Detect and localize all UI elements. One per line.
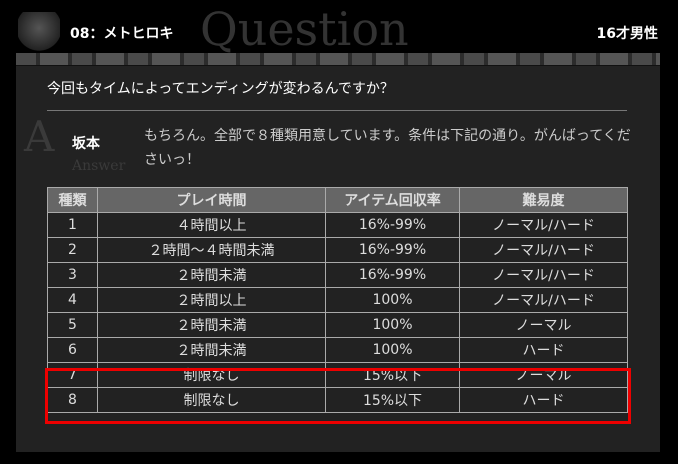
table-cell: 2 (47, 237, 98, 263)
table-cell: 100% (325, 287, 460, 313)
table-cell: ２時間～４時間未満 (97, 237, 326, 263)
table-header-row: 種類 プレイ時間 アイテム回収率 難易度 (47, 187, 628, 213)
header-cell: 種類 (47, 187, 98, 213)
table-cell: ノーマル/ハード (459, 212, 628, 238)
table-cell: ４時間以上 (97, 212, 326, 238)
table-cell: 15%以下 (325, 387, 460, 413)
asker-age: 16才男性 (596, 26, 658, 42)
table-cell: ２時間未満 (97, 312, 326, 338)
table-cell: 5 (47, 312, 98, 338)
highlight-box (45, 368, 631, 424)
divider (47, 110, 627, 111)
question-text: 今回もタイムによってエンディングが変わるんですか？ (47, 81, 394, 97)
table-cell: ノーマル/ハード (459, 287, 628, 313)
monster-icon (18, 12, 60, 52)
ending-table: 種類 プレイ時間 アイテム回収率 難易度 1 ４時間以上 16%-99% ノーマル/ハ… (47, 187, 628, 413)
answer-text: もちろん。全部で８種類用意しています。条件は下記の通り。がんばってくださいっ！ (144, 128, 631, 168)
table-cell: ノーマル (459, 312, 628, 338)
answer-speaker: 坂本 (72, 136, 100, 152)
table-cell: ２時間未満 (97, 337, 326, 363)
table-cell: ノーマル/ハード (459, 237, 628, 263)
table-row: 8 制限なし 15%以下 ハード (47, 387, 628, 413)
decorative-band (16, 53, 660, 66)
table-row: 5 ２時間未満 100% ノーマル (47, 312, 628, 338)
header: Question 08：メトヒロキ 16才男性 (0, 0, 678, 56)
table-cell: 100% (325, 312, 460, 338)
table-cell: ２時間以上 (97, 287, 326, 313)
header-cell: 難易度 (459, 187, 628, 213)
table-cell: 3 (47, 262, 98, 288)
table-cell: ハード (459, 387, 628, 413)
table-cell: 16%-99% (325, 237, 460, 263)
table-cell: ハード (459, 337, 628, 363)
header-cell: プレイ時間 (97, 187, 326, 213)
table-row: 4 ２時間以上 100% ノーマル/ハード (47, 287, 628, 313)
table-cell: 4 (47, 287, 98, 313)
answer-watermark: A (24, 112, 55, 161)
table-row: 6 ２時間未満 100% ハード (47, 337, 628, 363)
table-cell: ノーマル/ハード (459, 262, 628, 288)
question-watermark: Question (200, 2, 409, 56)
question-title: 08：メトヒロキ (70, 26, 174, 42)
table-row: 2 ２時間～４時間未満 16%-99% ノーマル/ハード (47, 237, 628, 263)
table-cell: 制限なし (97, 387, 326, 413)
table-cell: 100% (325, 337, 460, 363)
table-cell: 6 (47, 337, 98, 363)
table-cell: 16%-99% (325, 262, 460, 288)
header-cell: アイテム回収率 (325, 187, 460, 213)
table-cell: 1 (47, 212, 98, 238)
table-row: 3 ２時間未満 16%-99% ノーマル/ハード (47, 262, 628, 288)
table-cell: ２時間未満 (97, 262, 326, 288)
table-cell: 8 (47, 387, 98, 413)
table-cell: 16%-99% (325, 212, 460, 238)
answer-watermark-text: Answer (72, 158, 126, 174)
table-cell: 制限なし (97, 362, 326, 388)
table-row: 1 ４時間以上 16%-99% ノーマル/ハード (47, 212, 628, 238)
